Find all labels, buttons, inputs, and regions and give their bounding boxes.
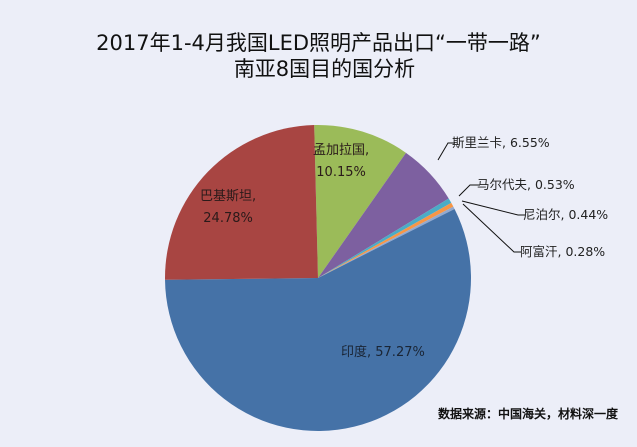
slice-sri-lanka: [318, 152, 449, 278]
label-maldives: 马尔代夫, 0.53%: [477, 177, 575, 192]
pie-slices: [165, 125, 472, 432]
leader-lines: [437, 142, 525, 253]
label-pakistan-pct: 24.78%: [203, 211, 253, 226]
label-india: 印度, 57.27%: [341, 345, 425, 360]
label-bangladesh-pct: 10.15%: [316, 165, 366, 180]
slice-afghanistan: [318, 206, 455, 278]
source-note: 数据来源：中国海关，材料深一度: [438, 407, 619, 421]
label-pakistan-name: 巴基斯坦,: [200, 189, 257, 204]
label-afghanistan: 阿富汗, 0.28%: [520, 244, 606, 259]
label-nepal: 尼泊尔, 0.44%: [523, 207, 609, 222]
label-bangladesh: 孟加拉国, 10.15%: [313, 140, 369, 184]
slice-pakistan: [165, 125, 318, 280]
slice-bangladesh: [314, 125, 406, 278]
label-sri-lanka: 斯里兰卡, 6.55%: [452, 135, 550, 150]
slice-nepal: [318, 202, 454, 278]
label-bangladesh-name: 孟加拉国,: [313, 143, 370, 158]
label-pakistan: 巴基斯坦, 24.78%: [200, 186, 256, 230]
slice-maldives: [318, 198, 452, 278]
leader-line-nepal: [461, 200, 525, 216]
slice-india: [165, 208, 472, 432]
chart-title-line1: 2017年1-4月我国LED照明产品出口“一带一路”: [96, 31, 541, 55]
leader-line-maldives: [458, 184, 480, 197]
leader-line-sri-lanka: [437, 142, 455, 161]
chart-title-line2: 南亚8国目的国分析: [233, 57, 416, 81]
leader-line-afghanistan: [462, 203, 521, 253]
